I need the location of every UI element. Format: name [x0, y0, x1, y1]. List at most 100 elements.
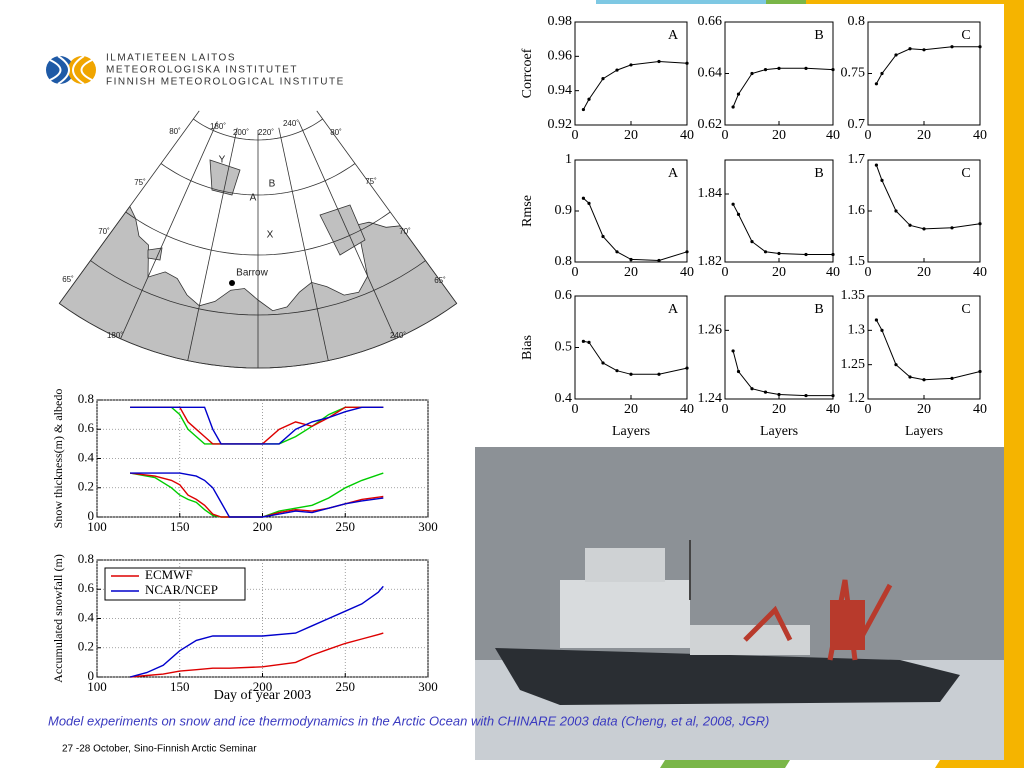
data-point [908, 223, 912, 227]
x-tick-label: 200 [253, 519, 273, 534]
x-tick-label: 150 [170, 519, 190, 534]
data-point [736, 369, 741, 374]
data-point [908, 47, 912, 51]
y-tick-label: 0.8 [78, 551, 94, 566]
data-point [763, 68, 768, 72]
data-point [978, 45, 982, 49]
map-label: 220˚ [258, 128, 274, 137]
y-tick-label: 1.24 [698, 391, 723, 406]
y-axis-label: Rmse [520, 195, 535, 227]
y-tick-label: 0 [88, 668, 95, 683]
x-tick-label: 300 [418, 519, 438, 534]
top-strip [806, 0, 1004, 4]
data-point [657, 59, 661, 64]
x-axis-label: Day of year 2003 [214, 688, 312, 703]
caption: Model experiments on snow and ice thermo… [48, 713, 769, 728]
series-group [874, 45, 982, 86]
y-tick-label: 1 [565, 152, 572, 167]
series-group [731, 66, 835, 109]
y-tick-label: 1.2 [848, 391, 866, 406]
x-tick-label: 250 [336, 679, 356, 694]
series-group [874, 163, 982, 231]
legend-box [104, 567, 246, 601]
x-tick-label: 20 [917, 265, 931, 280]
map-label: 180˚ [107, 331, 123, 340]
plot-frame [574, 159, 688, 263]
meridian [120, 121, 218, 339]
x-tick-label: 0 [865, 402, 872, 417]
x-tick-label: 20 [772, 265, 786, 280]
data-point [587, 340, 591, 344]
panel-label: A [668, 28, 679, 43]
data-point [922, 378, 926, 382]
x-axis-label: Layers [612, 424, 650, 439]
map-label: 80˚ [330, 128, 342, 137]
x-tick-label: 0 [572, 402, 579, 417]
data-point [750, 240, 754, 244]
y-tick-label: 1.25 [841, 357, 866, 372]
map-label: 70˚ [399, 227, 411, 236]
logo-mark [46, 55, 96, 85]
map: 180˚ 200˚ 220˚ 240˚ 80˚ 80˚ 75˚ 75˚ 70˚ 70˚ 65˚ 65˚… [58, 110, 458, 369]
chart: 0 0.2 0.4 0.6 0.8 100 150 200 250 300 Accumulated … [51, 551, 438, 703]
x-tick-label: 0 [865, 128, 872, 143]
y-tick-label: 0.8 [78, 391, 94, 406]
data-line [130, 632, 384, 678]
x-tick-label: 200 [253, 679, 273, 694]
chart: 1.5 1.6 1.7 0 20 40 C [848, 152, 988, 280]
data-point [831, 252, 835, 257]
x-tick-label: 100 [87, 519, 107, 534]
data-point [685, 250, 689, 254]
y-tick-label: 0.62 [698, 117, 723, 132]
x-tick-label: 0 [722, 265, 729, 280]
data-point [731, 202, 735, 206]
data-point [581, 107, 586, 112]
y-tick-label: 1.26 [698, 323, 723, 338]
x-axis-label: Layers [905, 424, 943, 439]
data-point [581, 196, 586, 200]
data-point [731, 105, 735, 109]
y-tick-label: 0 [88, 508, 95, 523]
data-point [880, 328, 884, 332]
data-point [763, 250, 768, 254]
data-point [922, 48, 926, 52]
panel-label: B [814, 166, 823, 181]
data-point [615, 68, 619, 72]
y-tick-label: 0.9 [555, 203, 573, 218]
y-axis-label: Accumulated snowfall (m) [51, 554, 65, 683]
y-tick-label: 0.5 [555, 340, 573, 355]
data-point [587, 97, 591, 101]
x-tick-label: 0 [865, 265, 872, 280]
series-group [129, 585, 384, 678]
data-line [130, 406, 384, 445]
y-tick-label: 0.2 [78, 639, 94, 654]
data-point [629, 372, 633, 376]
series-group [731, 349, 835, 398]
data-point [615, 369, 619, 373]
data-point [880, 178, 884, 182]
y-tick-label: 0.8 [848, 14, 866, 29]
data-point [908, 375, 912, 379]
plot-frame [867, 295, 981, 400]
logo-text: ILMATIETEEN LAITOS [106, 53, 236, 64]
data-line [129, 585, 384, 678]
chart: 0.92 0.94 0.96 0.98 0 20 40 A Corrcoef [520, 14, 694, 143]
data-point [601, 361, 605, 365]
data-point [950, 45, 954, 49]
x-tick-label: 20 [772, 402, 786, 417]
data-point [894, 53, 898, 57]
map-label: A [250, 193, 257, 204]
data-point [777, 392, 781, 397]
map-label: 65˚ [62, 275, 74, 284]
x-tick-label: 20 [624, 265, 638, 280]
data-point [978, 222, 982, 226]
map-label: 240˚ [390, 331, 406, 340]
x-tick-label: 20 [772, 128, 786, 143]
panel-label: B [814, 302, 823, 317]
x-tick-label: 150 [170, 679, 190, 694]
x-tick-label: 40 [973, 265, 987, 280]
top-strip [596, 0, 766, 4]
bottom-strip [660, 760, 790, 768]
x-tick-label: 40 [826, 402, 840, 417]
